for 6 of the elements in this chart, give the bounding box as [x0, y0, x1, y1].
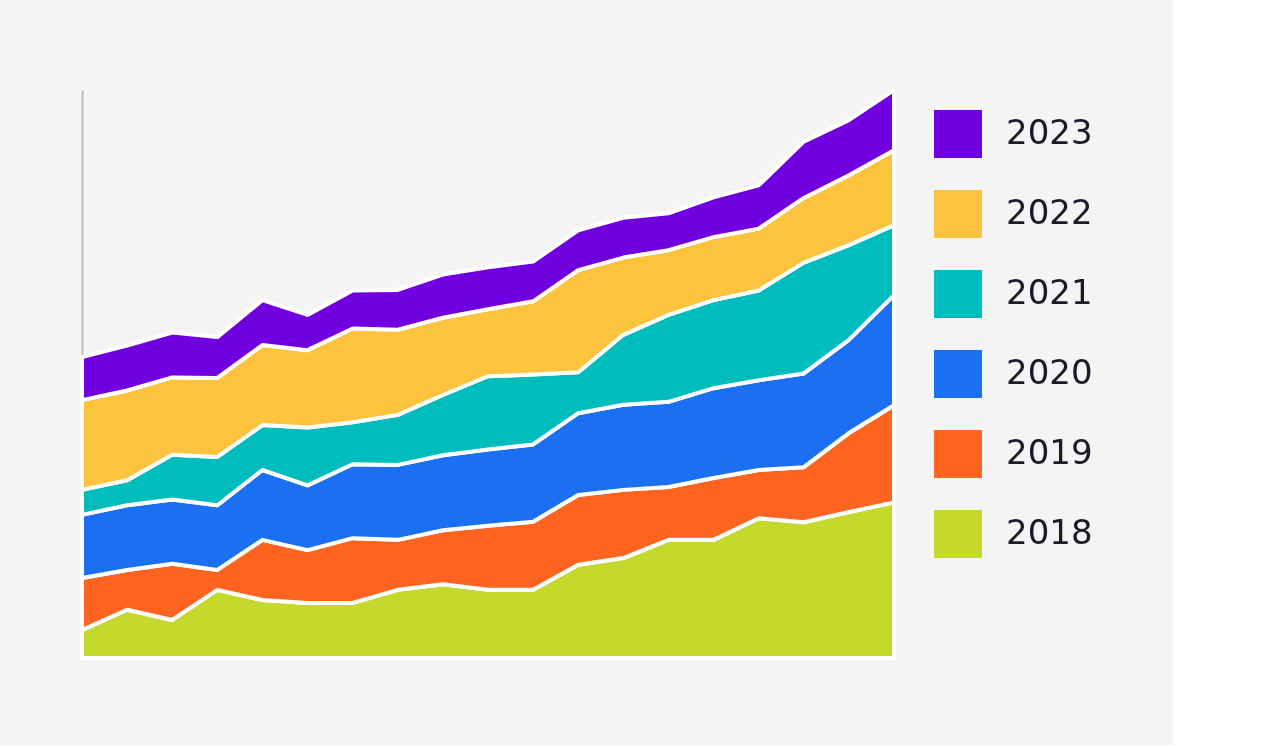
legend-label: 2023 — [1006, 112, 1093, 152]
legend-label: 2018 — [1006, 512, 1093, 552]
legend-label: 2020 — [1006, 352, 1093, 392]
legend-label: 2019 — [1006, 432, 1093, 472]
legend-label: 2021 — [1006, 272, 1093, 312]
legend-label: 2022 — [1006, 192, 1093, 232]
